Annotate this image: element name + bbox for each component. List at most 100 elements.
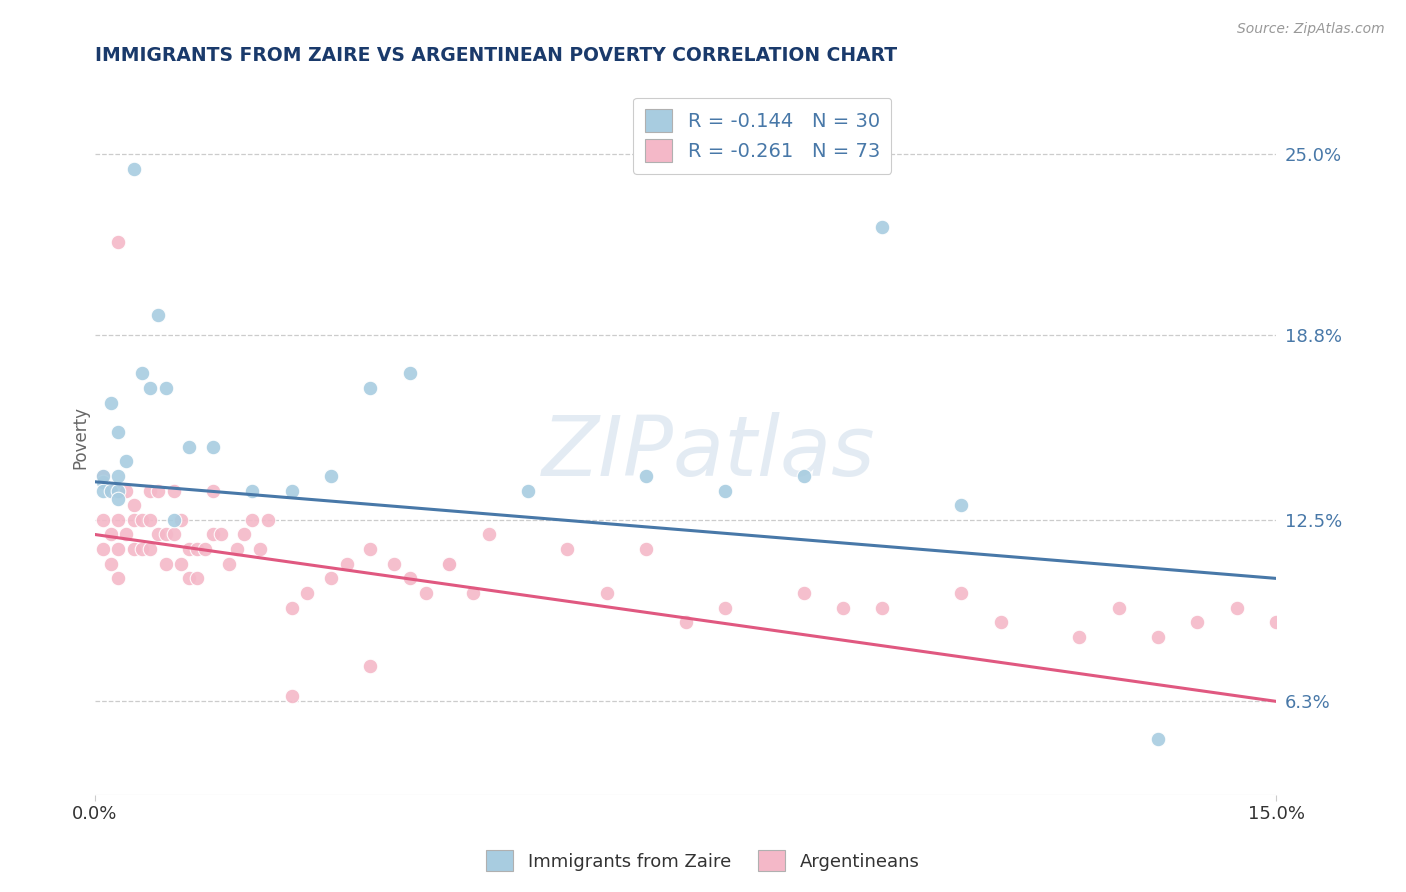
Point: [297, 586, 319, 600]
Point: [1265, 615, 1288, 630]
Point: [91, 483, 114, 498]
Point: [359, 659, 381, 673]
Point: [950, 586, 973, 600]
Text: Source: ZipAtlas.com: Source: ZipAtlas.com: [1237, 22, 1385, 37]
Point: [139, 513, 162, 527]
Point: [100, 395, 122, 409]
Point: [240, 513, 263, 527]
Point: [91, 469, 114, 483]
Point: [636, 469, 658, 483]
Point: [100, 483, 122, 498]
Point: [398, 367, 420, 381]
Text: IMMIGRANTS FROM ZAIRE VS ARGENTINEAN POVERTY CORRELATION CHART: IMMIGRANTS FROM ZAIRE VS ARGENTINEAN POV…: [94, 46, 897, 65]
Point: [122, 542, 145, 557]
Point: [162, 513, 184, 527]
Point: [131, 513, 153, 527]
Point: [201, 440, 224, 454]
Point: [240, 483, 263, 498]
Point: [131, 367, 153, 381]
Point: [382, 557, 405, 571]
Point: [209, 527, 232, 541]
Point: [832, 600, 855, 615]
Point: [146, 483, 169, 498]
Point: [398, 571, 420, 585]
Point: [155, 557, 177, 571]
Point: [336, 557, 359, 571]
Point: [100, 483, 122, 498]
Point: [439, 557, 461, 571]
Point: [170, 513, 193, 527]
Point: [131, 542, 153, 557]
Point: [415, 586, 437, 600]
Point: [107, 483, 129, 498]
Point: [280, 600, 302, 615]
Point: [91, 475, 114, 489]
Point: [139, 542, 162, 557]
Point: [115, 527, 138, 541]
Point: [225, 542, 247, 557]
Point: [122, 161, 145, 176]
Point: [155, 527, 177, 541]
Point: [146, 308, 169, 322]
Point: [280, 689, 302, 703]
Point: [107, 235, 129, 249]
Point: [461, 586, 484, 600]
Point: [170, 557, 193, 571]
Point: [319, 469, 342, 483]
Point: [155, 381, 177, 395]
Point: [1226, 600, 1249, 615]
Point: [714, 483, 737, 498]
Point: [146, 527, 169, 541]
Point: [218, 557, 240, 571]
Point: [100, 527, 122, 541]
Point: [162, 527, 184, 541]
Point: [107, 513, 129, 527]
Point: [675, 615, 697, 630]
Point: [359, 542, 381, 557]
Point: [139, 483, 162, 498]
Legend: R = -0.144   N = 30, R = -0.261   N = 73: R = -0.144 N = 30, R = -0.261 N = 73: [633, 97, 891, 174]
Point: [107, 483, 129, 498]
Point: [179, 440, 201, 454]
Legend: Immigrants from Zaire, Argentineans: Immigrants from Zaire, Argentineans: [479, 843, 927, 879]
Point: [596, 586, 619, 600]
Point: [872, 600, 894, 615]
Point: [950, 498, 973, 512]
Point: [107, 469, 129, 483]
Point: [162, 483, 184, 498]
Point: [478, 527, 501, 541]
Point: [233, 527, 256, 541]
Point: [115, 483, 138, 498]
Point: [1069, 630, 1091, 644]
Point: [1108, 600, 1130, 615]
Point: [201, 483, 224, 498]
Point: [714, 600, 737, 615]
Point: [319, 571, 342, 585]
Point: [872, 220, 894, 235]
Point: [115, 454, 138, 468]
Point: [179, 542, 201, 557]
Point: [793, 586, 815, 600]
Point: [201, 527, 224, 541]
Point: [1147, 630, 1170, 644]
Point: [107, 571, 129, 585]
Point: [122, 498, 145, 512]
Y-axis label: Poverty: Poverty: [72, 407, 89, 469]
Point: [122, 513, 145, 527]
Point: [280, 483, 302, 498]
Point: [107, 492, 129, 507]
Point: [439, 557, 461, 571]
Point: [249, 542, 271, 557]
Text: ZIPatlas: ZIPatlas: [543, 411, 876, 492]
Point: [1187, 615, 1209, 630]
Point: [1147, 732, 1170, 747]
Point: [100, 557, 122, 571]
Point: [107, 542, 129, 557]
Point: [139, 381, 162, 395]
Point: [257, 513, 280, 527]
Point: [91, 542, 114, 557]
Point: [107, 425, 129, 439]
Point: [91, 469, 114, 483]
Point: [636, 542, 658, 557]
Point: [557, 542, 579, 557]
